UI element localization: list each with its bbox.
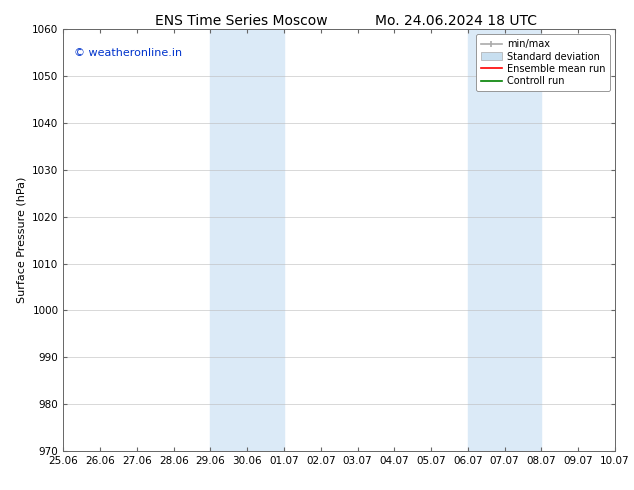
Text: ENS Time Series Moscow: ENS Time Series Moscow xyxy=(155,14,327,28)
Bar xyxy=(468,29,541,451)
Legend: min/max, Standard deviation, Ensemble mean run, Controll run: min/max, Standard deviation, Ensemble me… xyxy=(476,34,610,91)
Text: © weatheronline.in: © weatheronline.in xyxy=(74,49,183,58)
Y-axis label: Surface Pressure (hPa): Surface Pressure (hPa) xyxy=(16,177,27,303)
Text: Mo. 24.06.2024 18 UTC: Mo. 24.06.2024 18 UTC xyxy=(375,14,538,28)
Bar xyxy=(210,29,284,451)
